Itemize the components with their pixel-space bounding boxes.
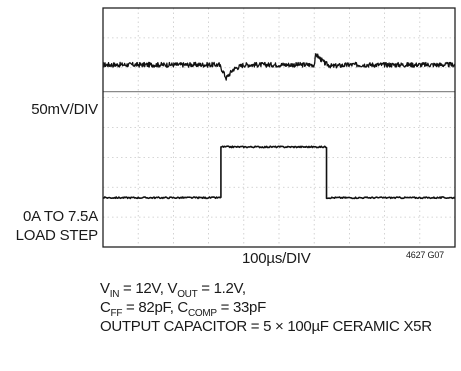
- cond2-part-0: C: [100, 299, 111, 316]
- cond1-part-2: = 12V, V: [119, 280, 178, 297]
- load-step-trace: [102, 145, 456, 200]
- output-voltage-trace: [102, 53, 456, 81]
- cond1-part-4: = 1.2V,: [197, 280, 246, 297]
- cond2-part-4: = 33pF: [216, 299, 267, 316]
- cond1-part-0: V: [100, 280, 110, 297]
- load-step-label-line2: LOAD STEP: [15, 227, 99, 244]
- conditions-line-1: VIN = 12V, VOUT = 1.2V,: [100, 280, 246, 300]
- voltage-scale-label: 50mV/DIV: [31, 101, 98, 118]
- cond2-sub-comp: COMP: [187, 308, 217, 319]
- cond1-sub-in: IN: [109, 289, 120, 300]
- conditions-line-2: CFF = 82pF, CCOMP = 33pF: [100, 299, 267, 319]
- trace-group: [102, 53, 456, 200]
- cond1-sub-out: OUT: [177, 289, 198, 300]
- scope-frame: [102, 7, 456, 248]
- scope-grid: [103, 8, 455, 247]
- cond2-part-2: = 82pF, C: [122, 299, 188, 316]
- load-step-label-line1: 0A TO 7.5A: [23, 208, 98, 225]
- cond2-sub-ff: FF: [110, 308, 123, 319]
- time-scale-label: 100µs/DIV: [242, 250, 311, 267]
- figure-id: 4627 G07: [406, 250, 444, 260]
- conditions-line-3: OUTPUT CAPACITOR = 5 × 100µF CERAMIC X5R: [100, 318, 432, 335]
